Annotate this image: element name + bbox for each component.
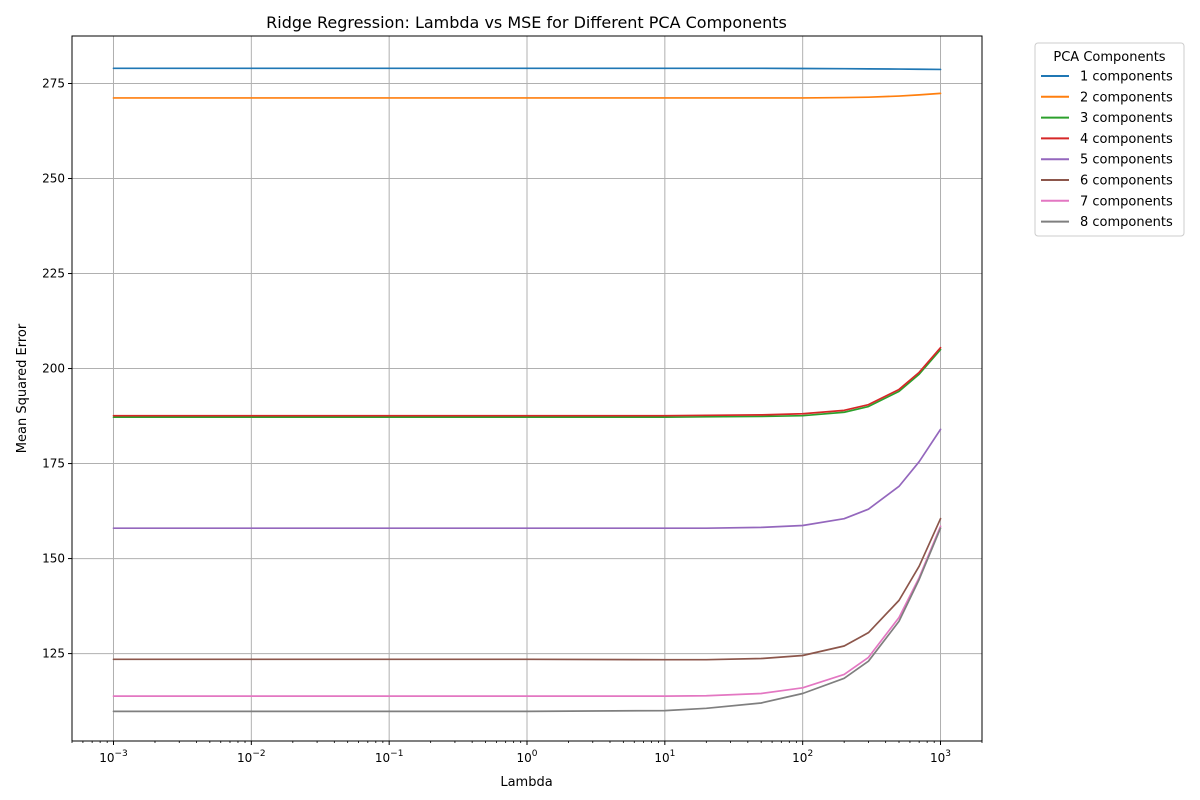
legend-label-2: 2 components <box>1080 90 1173 105</box>
grid-lines <box>72 36 982 741</box>
series-line-6 <box>112 517 942 661</box>
legend-label-6: 6 components <box>1080 174 1173 189</box>
legend: PCA Components 1 components 2 components 3… <box>1034 42 1185 237</box>
y-axis-label: Mean Squared Error <box>15 323 30 453</box>
y-tick-label: 225 <box>42 267 65 281</box>
x-tick-label: 100 <box>516 749 537 765</box>
legend-label-4: 4 components <box>1080 132 1173 147</box>
legend-box <box>1034 42 1185 237</box>
y-tick-label: 200 <box>42 362 65 376</box>
x-axis-label: Lambda <box>500 775 552 790</box>
x-tick-label: 10−2 <box>237 749 266 765</box>
series-line-2 <box>112 92 942 99</box>
legend-label-7: 7 components <box>1080 194 1173 209</box>
legend-label-1: 1 components <box>1080 70 1173 85</box>
legend-label-8: 8 components <box>1080 215 1173 230</box>
x-tick-label: 10−3 <box>99 749 128 765</box>
chart-title: Ridge Regression: Lambda vs MSE for Diff… <box>266 13 787 32</box>
x-tick-label: 102 <box>792 749 813 765</box>
x-tick-label: 10−1 <box>375 749 404 765</box>
x-tick-label: 103 <box>930 749 951 765</box>
series-line-1 <box>112 67 942 71</box>
x-tick-label: 101 <box>654 749 675 765</box>
y-tick-label: 125 <box>42 647 65 661</box>
series-line-5 <box>112 428 942 530</box>
series-lines <box>112 67 942 713</box>
legend-title: PCA Components <box>1053 50 1165 65</box>
series-line-4 <box>112 346 942 417</box>
y-tick-label: 250 <box>42 172 65 186</box>
series-line-8 <box>112 527 942 713</box>
series-line-7 <box>112 525 942 698</box>
y-tick-label: 150 <box>42 552 65 566</box>
legend-label-3: 3 components <box>1080 111 1173 126</box>
legend-label-5: 5 components <box>1080 153 1173 168</box>
axis-ticks: 10−3 10−2 10−1 100 101 102 103 125 150 175 200 225 2… <box>42 77 983 765</box>
y-tick-label: 275 <box>42 77 65 91</box>
y-tick-label: 175 <box>42 457 65 471</box>
series-line-3 <box>112 348 942 419</box>
